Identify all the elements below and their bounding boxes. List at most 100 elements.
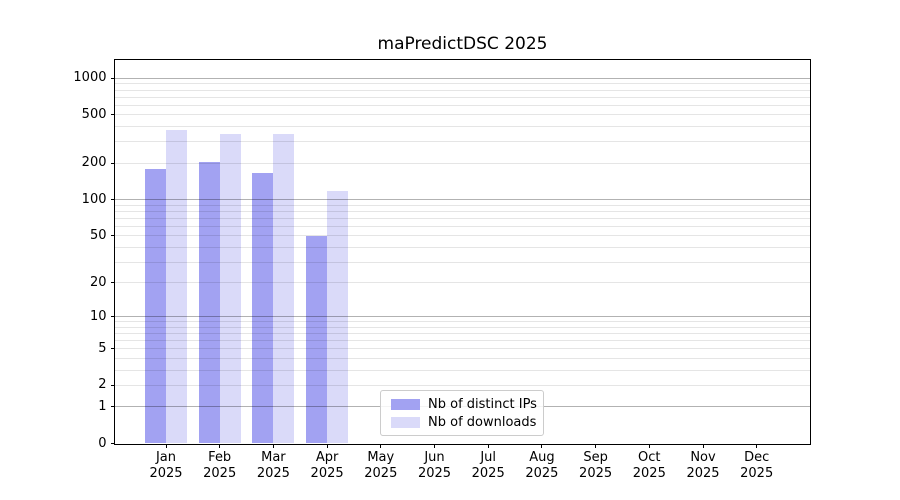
- x-tick-year: 2025: [632, 465, 666, 481]
- y-tick-label: 10: [89, 308, 107, 324]
- y-tick-label: 500: [81, 106, 107, 122]
- x-tick-label: Jul 2025: [461, 450, 515, 482]
- gridline-major: [114, 77, 810, 79]
- y-tick-label: 2: [98, 377, 107, 393]
- x-tick-month: Jan: [155, 449, 177, 465]
- x-tick-month: Jul: [480, 449, 497, 465]
- gridline-minor: [114, 235, 810, 237]
- gridline-minor: [114, 369, 810, 371]
- x-tick-month: Sep: [583, 449, 608, 465]
- x-tick-mark: [272, 444, 274, 448]
- gridline-minor: [114, 282, 810, 284]
- gridline-minor: [114, 114, 810, 116]
- legend-swatch-distinct-ips-icon: [391, 398, 420, 410]
- y-tick-mark: [110, 384, 115, 386]
- x-tick-label: Jun 2025: [408, 450, 462, 482]
- y-tick-label: 20: [89, 274, 107, 290]
- x-tick-label: Nov 2025: [676, 450, 730, 482]
- gridline-minor: [114, 348, 810, 350]
- legend-swatch-downloads-icon: [391, 416, 420, 428]
- y-tick-mark: [110, 235, 115, 237]
- y-tick-mark: [110, 443, 115, 444]
- y-tick-mark: [110, 199, 115, 201]
- gridline-minor: [114, 225, 810, 227]
- x-tick-month: Mar: [261, 449, 286, 465]
- gridline-minor: [114, 321, 810, 323]
- bar-distinct-ips: [198, 162, 220, 444]
- x-tick-month: Nov: [690, 449, 716, 465]
- x-tick-label: Oct 2025: [622, 450, 676, 482]
- x-tick-year: 2025: [149, 465, 183, 481]
- x-tick-label: Apr 2025: [300, 450, 354, 482]
- chart-title: maPredictDSC 2025: [377, 34, 548, 54]
- x-tick-label: Feb 2025: [193, 450, 247, 482]
- x-tick-mark: [648, 444, 650, 448]
- x-tick-year: 2025: [471, 465, 505, 481]
- y-tick-label: 200: [81, 155, 107, 171]
- x-tick-label: Dec 2025: [730, 450, 784, 482]
- x-tick-year: 2025: [203, 465, 237, 481]
- x-tick-mark: [165, 444, 167, 448]
- gridline-major: [114, 316, 810, 318]
- gridline-minor: [114, 126, 810, 128]
- gridline-minor: [114, 89, 810, 91]
- x-tick-year: 2025: [364, 465, 398, 481]
- x-tick-label: Mar 2025: [246, 450, 300, 482]
- y-tick-label: 50: [89, 227, 107, 243]
- gridline-minor: [114, 246, 810, 248]
- gridline-minor: [114, 340, 810, 342]
- legend: Nb of distinct IPs Nb of downloads: [380, 390, 544, 436]
- legend-label-distinct-ips: Nb of distinct IPs: [428, 396, 537, 412]
- gridline-minor: [114, 162, 810, 164]
- bar-distinct-ips: [252, 173, 274, 444]
- x-tick-mark: [487, 444, 489, 448]
- y-tick-mark: [110, 406, 115, 408]
- gridline-minor: [114, 210, 810, 212]
- gridline-minor: [114, 104, 810, 106]
- bar-downloads: [273, 133, 295, 444]
- bar-distinct-ips: [306, 235, 328, 444]
- x-tick-year: 2025: [579, 465, 613, 481]
- legend-item-distinct-ips: Nb of distinct IPs: [381, 397, 543, 412]
- x-tick-mark: [326, 444, 328, 448]
- y-tick-mark: [110, 316, 115, 318]
- x-tick-label: Sep 2025: [569, 450, 623, 482]
- legend-label-downloads: Nb of downloads: [428, 414, 537, 430]
- gridline-minor: [114, 333, 810, 335]
- bar-distinct-ips: [145, 168, 166, 444]
- bar-downloads: [327, 190, 349, 444]
- x-tick-year: 2025: [310, 465, 344, 481]
- gridline-minor: [114, 357, 810, 359]
- gridline-minor: [114, 261, 810, 263]
- bar-downloads: [219, 133, 241, 444]
- y-tick-label: 0: [98, 435, 107, 451]
- x-tick-month: Jun: [424, 449, 445, 465]
- y-tick-mark: [110, 114, 115, 116]
- gridline-minor: [114, 83, 810, 85]
- x-tick-mark: [702, 444, 704, 448]
- gridline-minor: [114, 141, 810, 143]
- gridline-minor: [114, 96, 810, 98]
- y-tick-mark: [110, 348, 115, 350]
- gridline-minor: [114, 217, 810, 219]
- x-tick-mark: [219, 444, 221, 448]
- x-tick-year: 2025: [686, 465, 720, 481]
- y-tick-label: 1000: [73, 70, 107, 86]
- y-tick-label: 5: [98, 340, 107, 356]
- y-tick-mark: [110, 282, 115, 284]
- bar-downloads: [166, 130, 187, 444]
- gridline-minor: [114, 204, 810, 206]
- x-tick-mark: [595, 444, 597, 448]
- x-tick-year: 2025: [417, 465, 452, 481]
- x-tick-mark: [541, 444, 543, 448]
- x-tick-label: Jan 2025: [139, 450, 193, 482]
- x-tick-year: 2025: [740, 465, 774, 481]
- x-tick-month: Apr: [315, 449, 339, 465]
- x-tick-year: 2025: [525, 465, 559, 481]
- x-tick-month: Dec: [744, 449, 770, 465]
- x-tick-month: May: [367, 449, 395, 465]
- x-tick-mark: [380, 444, 382, 448]
- legend-item-downloads: Nb of downloads: [381, 415, 543, 430]
- y-tick-label: 100: [81, 191, 107, 207]
